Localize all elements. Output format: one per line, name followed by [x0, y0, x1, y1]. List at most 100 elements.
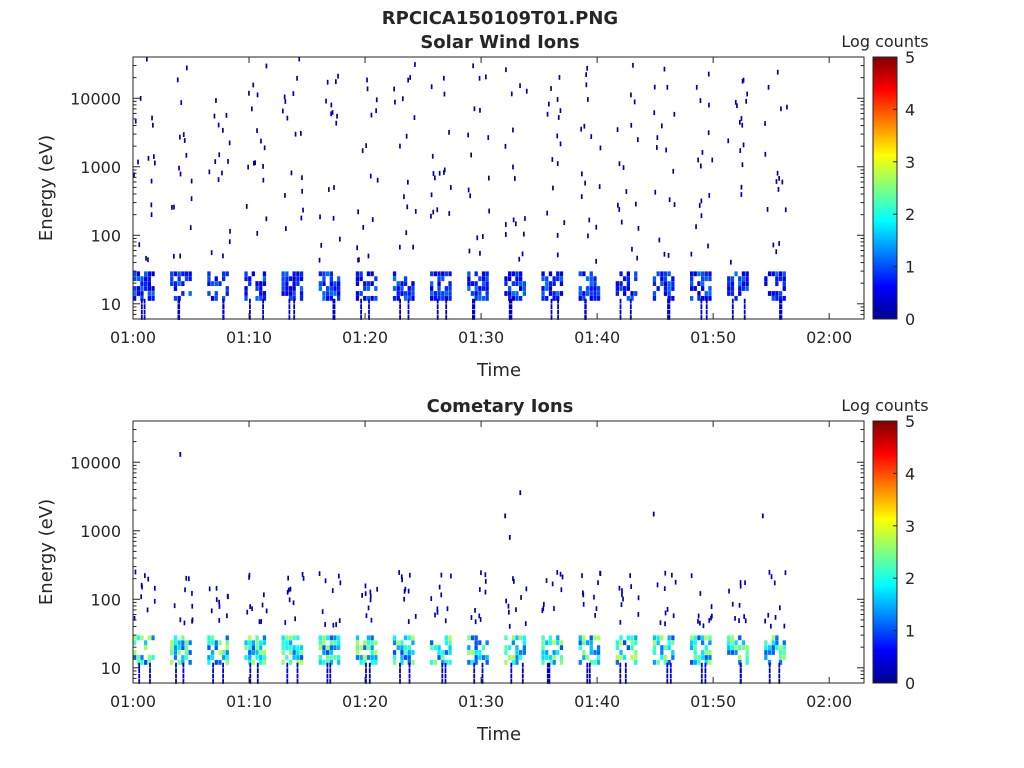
spectrogram-cell — [588, 662, 591, 668]
spectrogram-cell — [281, 650, 285, 655]
colorbar-gradient — [873, 57, 897, 319]
spectrogram-cell — [403, 645, 408, 650]
spectrogram-cell — [746, 91, 748, 97]
spectrogram-cell — [404, 586, 407, 592]
spectrogram-cell — [444, 291, 448, 296]
spectrogram-cell — [619, 286, 623, 291]
spectrogram-cell — [265, 216, 268, 222]
spectrogram-cell — [432, 209, 435, 215]
spectrogram-cell — [599, 570, 601, 576]
spectrogram-cell — [771, 635, 775, 641]
spectrogram-cell — [288, 660, 293, 665]
spectrogram-cell — [727, 281, 731, 286]
spectrogram-cell — [467, 660, 471, 665]
spectrogram-cell — [301, 188, 303, 194]
spectrogram-cell — [764, 645, 768, 650]
spectrogram-cell — [630, 645, 634, 650]
spectrogram-cell — [374, 655, 378, 660]
spectrogram-cell — [244, 286, 248, 291]
spectrogram-cell — [666, 662, 669, 668]
spectrogram-cell — [288, 640, 293, 646]
spectrogram-cell — [299, 645, 304, 650]
spectrogram-cell — [444, 640, 448, 646]
spectrogram-cell — [144, 573, 146, 578]
spectrogram-cell — [326, 662, 329, 668]
spectrogram-cell — [511, 291, 515, 296]
spectrogram-cell — [256, 679, 259, 684]
spectrogram-cell — [437, 655, 441, 660]
spectrogram-cell — [255, 645, 259, 650]
spectrogram-cell — [482, 234, 484, 239]
spectrogram-cell — [731, 601, 734, 607]
spectrogram-cell — [440, 592, 443, 598]
spectrogram-cell — [146, 607, 149, 613]
spectrogram-cell — [184, 587, 186, 593]
spectrogram-cell — [767, 291, 772, 296]
spectrogram-cell — [548, 101, 550, 107]
spectrogram-cell — [329, 271, 333, 277]
spectrogram-cell — [355, 276, 360, 282]
spectrogram-cell — [322, 640, 326, 646]
spectrogram-cell — [150, 212, 153, 218]
spectrogram-cell — [396, 296, 400, 301]
spectrogram-cell — [259, 296, 263, 301]
spectrogram-cell — [782, 655, 786, 660]
spectrogram-cell — [667, 640, 671, 646]
spectrogram-cell — [255, 640, 259, 646]
spectrogram-cell — [332, 215, 335, 221]
spectrogram-cell — [154, 160, 156, 166]
spectrogram-cell — [596, 635, 601, 641]
spectrogram-cell — [253, 160, 255, 166]
spectrogram-cell — [586, 673, 589, 679]
spectrogram-cell — [285, 226, 287, 231]
spectrogram-cell — [170, 640, 174, 646]
spectrogram-cell — [365, 679, 367, 684]
spectrogram-cell — [133, 296, 137, 301]
spectrogram-cell — [374, 640, 378, 646]
spectrogram-cell — [436, 298, 439, 304]
spectrogram-cell — [548, 635, 553, 641]
spectrogram-cell — [133, 271, 137, 277]
spectrogram-cell — [184, 276, 189, 282]
spectrogram-cell — [177, 271, 181, 277]
spectrogram-cell — [582, 635, 586, 641]
spectrogram-cell — [284, 99, 287, 104]
spectrogram-cell — [582, 296, 586, 301]
spectrogram-cell — [652, 650, 657, 655]
spectrogram-cell — [140, 296, 144, 301]
spectrogram-cell — [515, 650, 519, 655]
spectrogram-cell — [473, 315, 476, 320]
spectrogram-cell — [595, 606, 598, 611]
spectrogram-cell — [653, 110, 656, 116]
spectrogram-cell — [214, 660, 218, 665]
spectrogram-cell — [690, 645, 694, 650]
spectrogram-cell — [176, 77, 179, 83]
spectrogram-cell — [731, 315, 734, 320]
spectrogram-cell — [741, 281, 746, 286]
spectrogram-cell — [767, 650, 772, 655]
spectrogram-cell — [708, 660, 712, 665]
spectrogram-cell — [259, 281, 263, 286]
spectrogram-cell — [143, 304, 146, 309]
spectrogram-cell — [598, 184, 601, 189]
spectrogram-cell — [333, 185, 335, 190]
spectrogram-cell — [370, 617, 373, 623]
spectrogram-cell — [222, 127, 224, 133]
spectrogram-cell — [296, 655, 300, 660]
spectrogram-cell — [137, 159, 139, 165]
spectrogram-cell — [140, 286, 144, 291]
spectrogram-cell — [701, 635, 705, 641]
spectrogram-cell — [775, 640, 779, 646]
spectrogram-cell — [437, 276, 441, 282]
spectrogram-cell — [511, 271, 515, 277]
spectrogram-cell — [578, 640, 582, 646]
spectrogram-cell — [218, 599, 220, 605]
spectrogram-cell — [778, 276, 783, 282]
spectrogram-cell — [699, 591, 702, 596]
spectrogram-cell — [326, 650, 330, 655]
spectrogram-cell — [302, 207, 304, 213]
spectrogram-cell — [436, 609, 439, 615]
spectrogram-cell — [144, 640, 148, 646]
panel-solar-wind: Solar Wind Ions 01:00 01:10 01:20 01:30 01:4… — [36, 32, 929, 381]
spectrogram-cell — [191, 591, 193, 596]
